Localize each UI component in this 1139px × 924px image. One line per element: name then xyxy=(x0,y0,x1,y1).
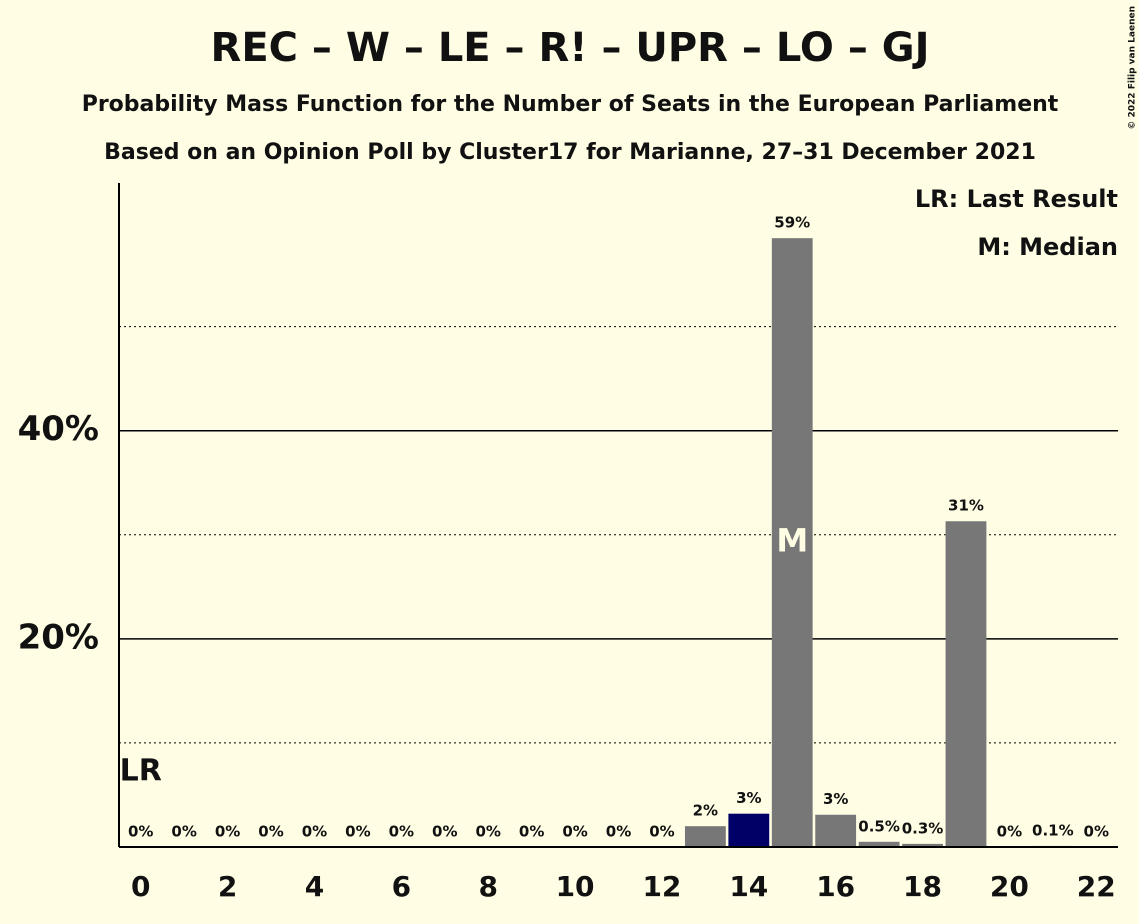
y-tick-label: 20% xyxy=(18,617,99,657)
bar xyxy=(945,521,987,847)
value-label: 0% xyxy=(389,823,414,841)
value-label: 0% xyxy=(606,823,631,841)
last-result-marker: LR xyxy=(120,754,162,789)
value-label: 0% xyxy=(215,823,240,841)
x-tick-label: 16 xyxy=(816,870,855,903)
x-tick-label: 0 xyxy=(131,870,150,903)
value-label: 0.1% xyxy=(1032,821,1074,839)
credit: © 2022 Filip van Laenen xyxy=(1128,6,1138,130)
x-tick-label: 6 xyxy=(392,870,411,903)
x-tick-label: 22 xyxy=(1077,870,1116,903)
chart-subtitle: Probability Mass Function for the Number… xyxy=(82,92,1059,117)
value-label: 0.5% xyxy=(858,817,900,835)
bar xyxy=(815,814,857,847)
median-marker: M xyxy=(776,522,808,560)
value-label: 3% xyxy=(736,789,761,807)
x-tick-label: 8 xyxy=(478,870,497,903)
x-tick-label: 12 xyxy=(642,870,681,903)
x-tick-label: 10 xyxy=(556,870,595,903)
value-label: 0% xyxy=(997,823,1022,841)
x-tick-label: 4 xyxy=(305,870,324,903)
value-label: 0% xyxy=(432,823,457,841)
value-label: 0% xyxy=(519,823,544,841)
value-label: 0% xyxy=(345,823,370,841)
legend-entry: M: Median xyxy=(977,233,1118,261)
value-label: 0% xyxy=(1084,823,1109,841)
bar xyxy=(728,813,770,847)
bar xyxy=(858,841,900,847)
bar xyxy=(902,843,943,847)
value-label: 3% xyxy=(823,790,848,808)
value-label: 0% xyxy=(302,823,327,841)
y-tick-label: 40% xyxy=(18,409,99,449)
value-label: 31% xyxy=(948,497,984,515)
value-label: 0.3% xyxy=(902,819,944,837)
x-tick-label: 18 xyxy=(903,870,942,903)
value-label: 59% xyxy=(774,214,810,232)
value-label: 0% xyxy=(171,823,196,841)
value-label: 0% xyxy=(475,823,500,841)
bar xyxy=(771,238,813,847)
bar xyxy=(684,826,726,847)
x-tick-label: 20 xyxy=(990,870,1029,903)
value-label: 0% xyxy=(562,823,587,841)
chart-subtitle: Based on an Opinion Poll by Cluster17 fo… xyxy=(104,140,1036,165)
chart-title: REC – W – LE – R! – UPR – LO – GJ xyxy=(211,25,930,71)
x-tick-label: 14 xyxy=(729,870,768,903)
legend-entry: LR: Last Result xyxy=(915,185,1118,213)
value-label: 2% xyxy=(693,802,718,820)
x-tick-label: 2 xyxy=(218,870,237,903)
value-label: 0% xyxy=(128,823,153,841)
value-label: 0% xyxy=(258,823,283,841)
value-label: 0% xyxy=(649,823,674,841)
